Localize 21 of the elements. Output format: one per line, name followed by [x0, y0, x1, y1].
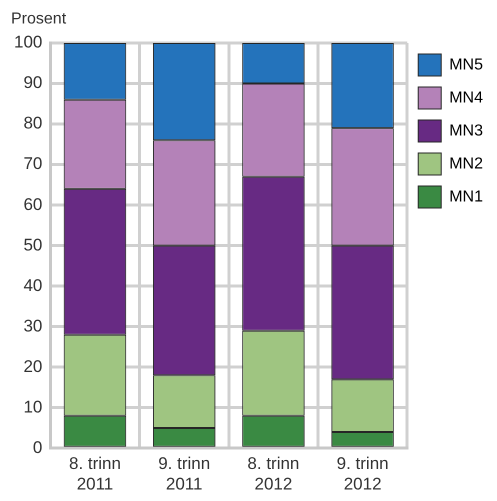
y-tick-label: 30	[23, 316, 42, 336]
y-tick-label: 40	[23, 276, 42, 295]
legend-label: MN5	[449, 56, 484, 74]
x-tick-label: 9. trinn 2012	[336, 454, 389, 494]
y-tick-label: 50	[23, 235, 42, 254]
legend-label: MN2	[449, 155, 484, 172]
x-tick-label: 8. trinn 2012	[247, 454, 300, 494]
legend-label: MN4	[449, 89, 484, 106]
legend-label: MN3	[449, 122, 484, 140]
x-tick-label: 9. trinn 2011	[158, 454, 210, 494]
y-tick-label: 70	[23, 154, 42, 174]
y-tick-label: 10	[23, 397, 42, 416]
y-tick-label: 0	[32, 438, 42, 457]
y-tick-label: 80	[23, 114, 42, 133]
y-axis-title: Prosent	[11, 10, 67, 28]
y-tick-label: 100	[14, 32, 42, 52]
y-tick-label: 60	[23, 194, 42, 214]
y-tick-label: 20	[23, 356, 42, 376]
x-tick-label: 8. trinn 2011	[68, 454, 121, 494]
legend-label: MN1	[449, 188, 484, 206]
y-tick-label: 90	[23, 73, 42, 92]
